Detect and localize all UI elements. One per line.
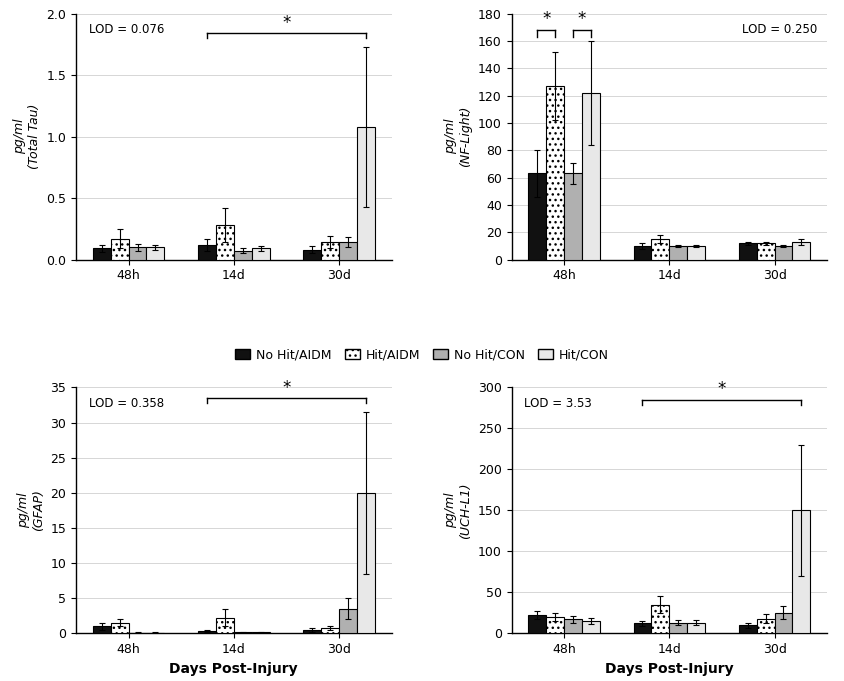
Bar [357, 127, 375, 259]
Bar [669, 622, 687, 633]
Bar [321, 242, 339, 259]
Bar [775, 613, 793, 633]
Bar [669, 246, 687, 259]
Bar [738, 625, 756, 633]
Bar [234, 632, 252, 633]
Bar [216, 225, 234, 259]
Bar [111, 238, 128, 259]
Bar [652, 605, 669, 633]
Text: LOD = 0.358: LOD = 0.358 [89, 397, 164, 410]
Bar [303, 250, 321, 259]
Bar [147, 247, 165, 259]
Bar [111, 623, 128, 633]
Bar [111, 623, 128, 633]
Bar [252, 249, 269, 259]
Bar [198, 631, 216, 633]
Bar [756, 618, 775, 633]
Text: *: * [578, 10, 587, 28]
Y-axis label: pg/ml
(UCH-L1): pg/ml (UCH-L1) [444, 482, 473, 539]
Bar [321, 628, 339, 633]
Text: *: * [282, 379, 290, 396]
Bar [303, 630, 321, 633]
Text: *: * [542, 10, 550, 28]
Bar [546, 86, 564, 259]
Bar [634, 624, 652, 633]
Text: LOD = 3.53: LOD = 3.53 [524, 397, 592, 410]
Y-axis label: pg/ml
(GFAP): pg/ml (GFAP) [17, 490, 45, 531]
Bar [216, 618, 234, 633]
Text: *: * [717, 380, 726, 398]
Bar [687, 246, 705, 259]
Bar [793, 510, 810, 633]
Bar [528, 616, 546, 633]
X-axis label: Days Post-Injury: Days Post-Injury [170, 662, 298, 676]
Bar [582, 93, 600, 259]
Bar [321, 242, 339, 259]
Text: *: * [282, 14, 290, 32]
Bar [634, 246, 652, 259]
Bar [128, 247, 147, 259]
Bar [652, 239, 669, 259]
Bar [234, 251, 252, 259]
Y-axis label: pg/ml
(NF-Light): pg/ml (NF-Light) [444, 106, 473, 168]
Bar [756, 618, 775, 633]
Bar [216, 225, 234, 259]
Bar [652, 605, 669, 633]
Bar [216, 618, 234, 633]
Bar [564, 174, 582, 259]
X-axis label: Days Post-Injury: Days Post-Injury [605, 662, 733, 676]
Text: LOD = 0.250: LOD = 0.250 [743, 23, 818, 37]
Bar [738, 243, 756, 259]
Bar [756, 243, 775, 259]
Bar [357, 493, 375, 633]
Bar [546, 617, 564, 633]
Bar [198, 244, 216, 259]
Bar [564, 620, 582, 633]
Bar [111, 238, 128, 259]
Y-axis label: pg/ml
(Total Tau): pg/ml (Total Tau) [13, 104, 41, 170]
Bar [652, 239, 669, 259]
Bar [339, 242, 357, 259]
Bar [93, 249, 111, 259]
Text: LOD = 0.076: LOD = 0.076 [89, 23, 164, 37]
Bar [546, 86, 564, 259]
Bar [687, 622, 705, 633]
Bar [528, 174, 546, 259]
Legend: No Hit/AIDM, Hit/AIDM, No Hit/CON, Hit/CON: No Hit/AIDM, Hit/AIDM, No Hit/CON, Hit/C… [230, 343, 614, 366]
Bar [252, 632, 269, 633]
Bar [321, 628, 339, 633]
Bar [546, 617, 564, 633]
Bar [582, 621, 600, 633]
Bar [793, 242, 810, 259]
Bar [339, 609, 357, 633]
Bar [775, 246, 793, 259]
Bar [93, 627, 111, 633]
Bar [756, 243, 775, 259]
